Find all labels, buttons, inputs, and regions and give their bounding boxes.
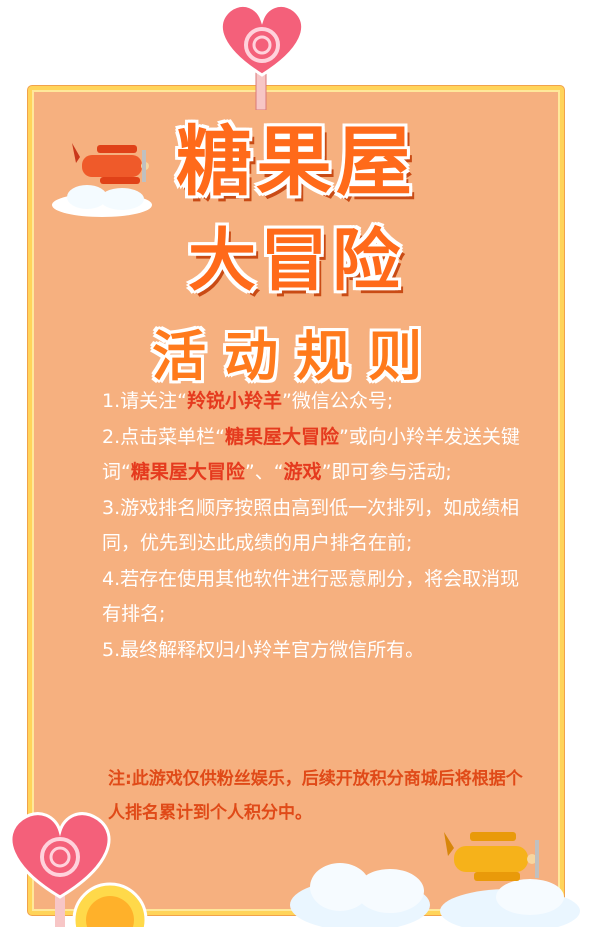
rules-board (28, 86, 564, 915)
airplane-icon (52, 143, 152, 217)
rule-item-3: 3.游戏排名顺序按照由高到低一次排列，如成绩相同，优先到达此成绩的用户排名在前; (102, 496, 520, 555)
rules-list: 1.请关注“羚锐小羚羊”微信公众号; 2.点击菜单栏“糖果屋大冒险”或向小羚羊发… (102, 384, 522, 668)
rule-text: 2.点击菜单栏“ (102, 425, 225, 448)
rule-highlight: 游戏 (283, 461, 322, 483)
rule-text: ”即可参与活动; (321, 461, 452, 483)
rule-item-5: 5.最终解释权归小羚羊官方微信所有。 (102, 638, 425, 661)
rule-item-4: 4.若存在使用其他软件进行恶意刷分，将会取消现有排名; (102, 567, 520, 626)
game-title-line2: 大冒险 (187, 222, 404, 301)
rule-text: 1.请关注“ (102, 390, 187, 412)
heart-lollipop-icon (219, 4, 305, 110)
game-title: 糖果屋 (176, 117, 416, 206)
candy-icon (72, 882, 148, 927)
rule-text: ”、“ (244, 461, 284, 483)
rule-text: ”或向小羚羊发送关键词“ (102, 425, 520, 484)
rule-item-2: 2.点击菜单栏“糖果屋大冒险”或向小羚羊发送关键词“糖果屋大冒险”、“游戏”即可… (102, 420, 522, 491)
disclaimer-note: 注:此游戏仅供粉丝娱乐，后续开放积分商城后将根据个人排名累计到个人积分中。 (108, 769, 523, 823)
rule-text: ”微信公众号; (282, 390, 394, 412)
section-title: 活动规则 (152, 325, 440, 388)
rule-highlight: 糖果屋大冒险 (224, 425, 339, 448)
heart-lollipop-icon (9, 812, 111, 927)
rule-item-1: 1.请关注“羚锐小羚羊”微信公众号; (102, 384, 522, 420)
cloud-icon (290, 863, 580, 927)
rule-highlight: 羚锐小羚羊 (186, 390, 282, 412)
airplane-icon (444, 832, 539, 881)
rule-highlight: 糖果屋大冒险 (130, 461, 245, 483)
